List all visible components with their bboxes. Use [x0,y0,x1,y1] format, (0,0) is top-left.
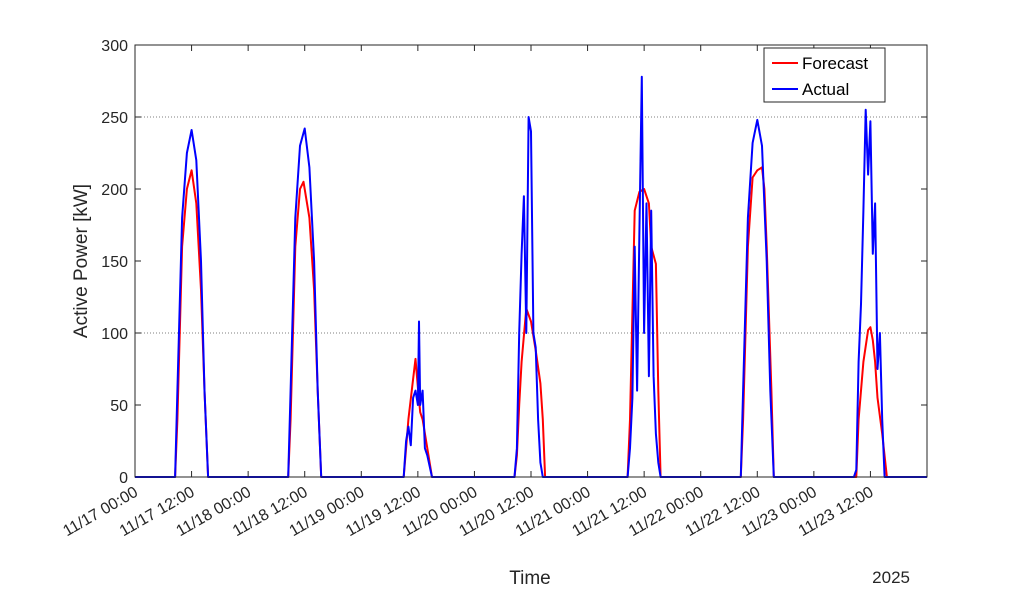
series-line-actual [135,75,927,478]
y-axis-label: Active Power [kW] [71,184,92,338]
y-tick-label: 300 [101,38,128,55]
legend-label-forecast: Forecast [802,54,868,73]
gridlines [135,116,927,334]
y-axis-ticks: 0 50 100 150 200 250 300 [101,38,927,487]
y-tick-label: 250 [101,110,128,127]
y-tick-label: 100 [101,326,128,343]
y-tick-label: 0 [119,470,128,487]
y-tick-label: 50 [110,398,128,415]
year-label: 2025 [872,568,910,587]
legend: Forecast Actual [763,47,886,103]
legend-label-actual: Actual [802,80,849,99]
plot-frame [134,44,928,478]
y-tick-label: 200 [101,182,128,199]
y-tick-label: 150 [101,254,128,271]
series-lines [135,75,927,478]
legend-box [763,47,886,103]
x-axis-label: Time [509,568,551,589]
